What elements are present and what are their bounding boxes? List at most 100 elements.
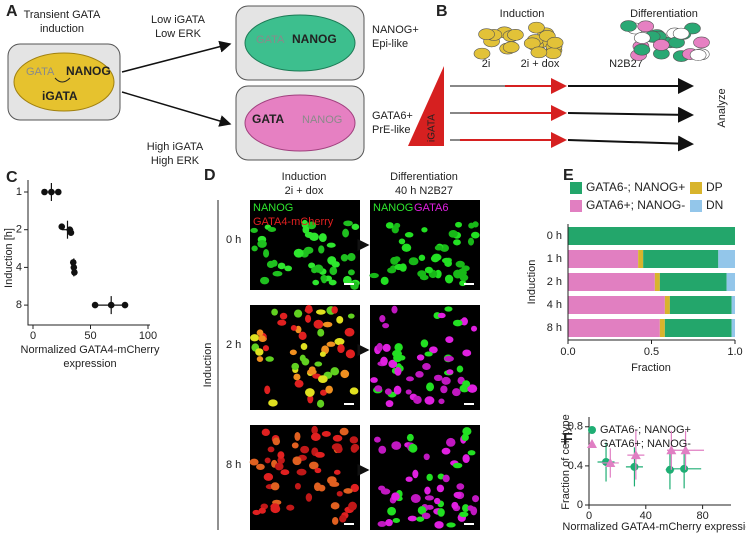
data-point (91, 301, 99, 309)
nucleus (453, 269, 463, 279)
nucleus (277, 262, 286, 270)
cell (244, 94, 356, 152)
nucleus (443, 355, 454, 362)
nucleus (347, 253, 356, 262)
gene-label: NANOG (302, 114, 342, 126)
nucleus (347, 313, 355, 319)
nucleus (330, 502, 340, 510)
nucleus (391, 305, 398, 314)
nucleus (416, 516, 425, 522)
nucleus (349, 387, 359, 395)
nucleus (307, 221, 317, 230)
y-tick-label: 8 (16, 299, 22, 311)
cell-sketch (530, 46, 548, 59)
nucleus (424, 266, 433, 274)
legend-label: GATA6+; NANOG- (586, 198, 685, 212)
nucleus (377, 521, 387, 527)
gene-label: iGATA (42, 89, 78, 103)
nucleus (426, 473, 433, 482)
nucleus (382, 323, 390, 329)
condition-label: High ERK (151, 155, 200, 167)
axis (27, 180, 150, 326)
nucleus (264, 457, 271, 464)
nucleus (442, 474, 450, 483)
nucleus (462, 454, 470, 464)
nucleus (332, 516, 339, 525)
cell-sketch (507, 29, 524, 41)
data-point (67, 229, 75, 236)
nucleus (318, 245, 325, 254)
phase-label: N2B27 (609, 58, 643, 70)
nucleus (434, 497, 441, 505)
nucleus (385, 519, 393, 527)
data-point (70, 264, 78, 271)
bar-segment (664, 319, 732, 337)
nucleus (308, 262, 316, 269)
nucleus (440, 385, 448, 394)
panel-label: D (204, 167, 216, 184)
gene-label: GATA (256, 34, 285, 46)
data-point (121, 301, 129, 309)
nucleus (382, 343, 391, 352)
nucleus (434, 245, 443, 251)
nucleus (436, 484, 445, 493)
readout-label: Analyze (716, 88, 728, 127)
nucleus (336, 490, 343, 497)
nucleus (423, 453, 430, 461)
nucleus (429, 346, 438, 354)
y-tick-label: 2 h (547, 276, 562, 288)
y-tick-label: 0.8 (568, 421, 583, 433)
nucleus (313, 319, 324, 329)
cell-sketch (633, 43, 651, 56)
cell-sketch (653, 39, 670, 51)
nucleus (296, 468, 307, 476)
column-header: 2i + dox (285, 185, 324, 197)
nucleus (321, 431, 331, 437)
nucleus (342, 228, 350, 238)
nucleus (261, 428, 270, 437)
nucleus (343, 275, 352, 285)
nucleus (350, 483, 359, 493)
nucleus (424, 495, 434, 501)
cell-sketch (546, 36, 564, 49)
nucleus (303, 246, 314, 254)
nucleus (415, 371, 424, 378)
y-tick-label: 1 (16, 186, 22, 198)
panel-label: C (6, 169, 18, 186)
nucleus (318, 233, 327, 243)
nucleus (270, 503, 280, 510)
data-point (48, 188, 55, 196)
nucleus (294, 431, 301, 441)
data-point (605, 457, 616, 467)
nucleus (405, 476, 413, 482)
nucleus (351, 223, 360, 230)
x-tick-label: 1.0 (727, 346, 742, 358)
gradient-triangle (408, 66, 444, 146)
legend-label: GATA6+; NANOG- (600, 438, 691, 450)
nucleus (251, 245, 258, 252)
nucleus (290, 325, 297, 331)
nucleus (330, 367, 340, 376)
nucleus (393, 385, 402, 395)
nucleus (343, 220, 353, 227)
nucleus (326, 341, 336, 347)
bar-segment (654, 273, 660, 291)
nucleus (329, 266, 338, 276)
outcome-label: Epi-like (372, 38, 408, 50)
nucleus (299, 354, 306, 362)
nucleus (421, 512, 431, 520)
nucleus (369, 272, 379, 279)
nucleus (387, 506, 397, 516)
data-point (71, 269, 78, 276)
nucleus (437, 508, 445, 517)
condition-label: Low iGATA (151, 14, 206, 26)
x-axis-label: Normalized GATA4-mCherry expression (562, 521, 746, 533)
nucleus (328, 279, 337, 286)
nucleus (305, 493, 313, 502)
legend-label: DN (706, 198, 723, 212)
bar-segment (731, 296, 735, 314)
induction-label: Transient GATA (24, 9, 101, 21)
gradient-label: iGATA (427, 114, 438, 142)
nucleus (348, 269, 355, 276)
